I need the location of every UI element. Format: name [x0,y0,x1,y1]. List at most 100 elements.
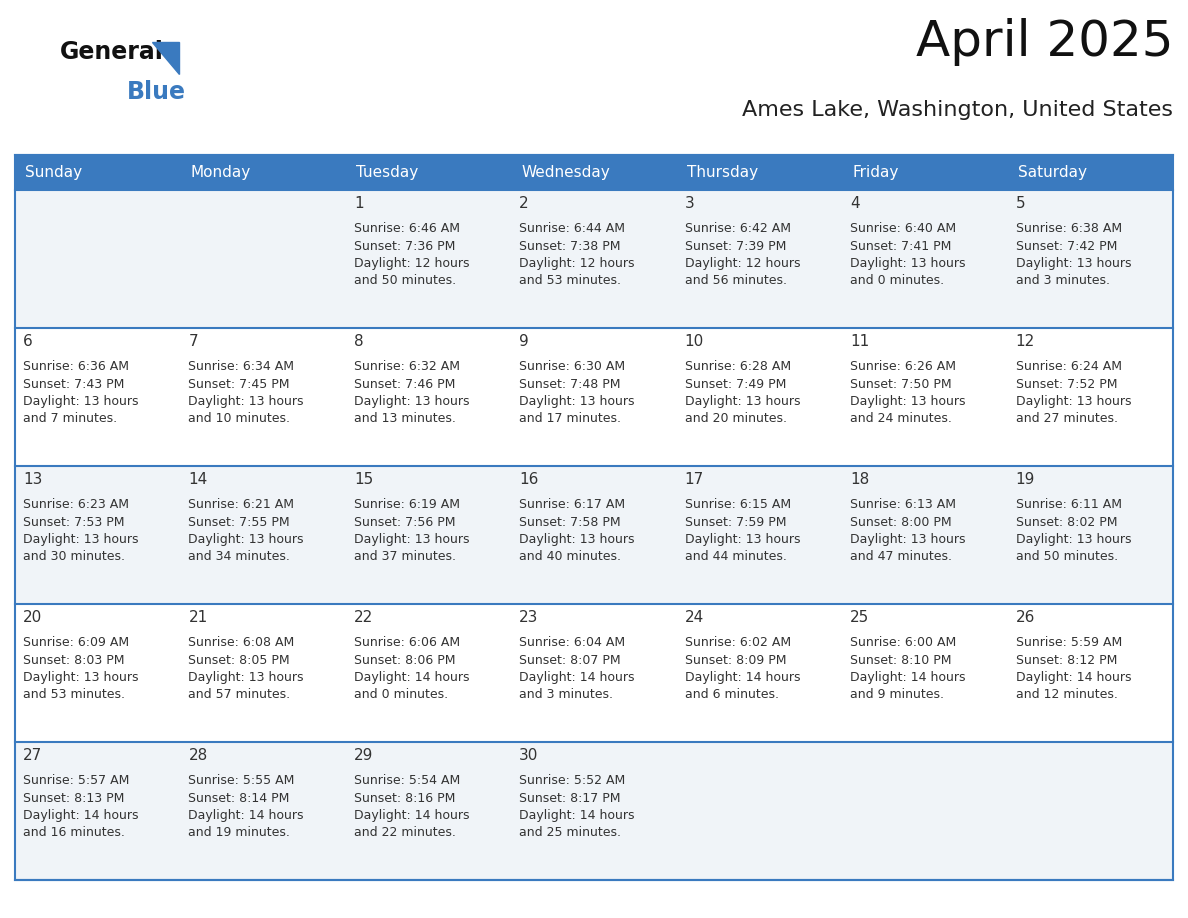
Text: 6: 6 [23,334,33,349]
Text: Sunset: 7:55 PM: Sunset: 7:55 PM [189,516,290,529]
Text: Sunrise: 6:02 AM: Sunrise: 6:02 AM [684,636,791,649]
Text: Daylight: 13 hours: Daylight: 13 hours [1016,533,1131,546]
Text: Daylight: 13 hours: Daylight: 13 hours [189,395,304,408]
Bar [677,742,842,880]
Bar [1007,742,1173,880]
Text: Daylight: 14 hours: Daylight: 14 hours [354,671,469,684]
Text: Sunrise: 6:13 AM: Sunrise: 6:13 AM [851,498,956,511]
Text: Sunrise: 6:23 AM: Sunrise: 6:23 AM [23,498,129,511]
Bar [346,466,511,604]
Text: Monday: Monday [190,165,251,180]
Text: Sunset: 7:43 PM: Sunset: 7:43 PM [23,377,125,390]
Text: and 50 minutes.: and 50 minutes. [354,274,456,287]
Text: Daylight: 13 hours: Daylight: 13 hours [684,533,801,546]
Text: Sunrise: 6:30 AM: Sunrise: 6:30 AM [519,360,625,373]
Bar [15,328,181,466]
Bar [1007,604,1173,742]
Bar [15,155,1173,190]
Text: 29: 29 [354,748,373,763]
Text: Sunrise: 6:21 AM: Sunrise: 6:21 AM [189,498,295,511]
Text: Sunrise: 5:57 AM: Sunrise: 5:57 AM [23,774,129,787]
Text: Sunset: 8:12 PM: Sunset: 8:12 PM [1016,654,1117,666]
Text: 17: 17 [684,472,704,487]
Text: Sunset: 8:16 PM: Sunset: 8:16 PM [354,791,455,804]
Text: Sunrise: 5:55 AM: Sunrise: 5:55 AM [189,774,295,787]
Text: and 3 minutes.: and 3 minutes. [519,688,613,701]
Text: 18: 18 [851,472,870,487]
Text: Daylight: 13 hours: Daylight: 13 hours [519,395,634,408]
Text: 10: 10 [684,334,704,349]
Text: Sunrise: 6:28 AM: Sunrise: 6:28 AM [684,360,791,373]
Text: Thursday: Thursday [687,165,758,180]
Text: Sunset: 7:50 PM: Sunset: 7:50 PM [851,377,952,390]
Text: Sunrise: 5:54 AM: Sunrise: 5:54 AM [354,774,460,787]
Bar [181,328,346,466]
Bar [15,466,181,604]
Text: and 27 minutes.: and 27 minutes. [1016,412,1118,426]
Text: Sunset: 8:00 PM: Sunset: 8:00 PM [851,516,952,529]
Bar [181,466,346,604]
Text: and 12 minutes.: and 12 minutes. [1016,688,1118,701]
Text: Sunrise: 6:24 AM: Sunrise: 6:24 AM [1016,360,1121,373]
Text: Daylight: 13 hours: Daylight: 13 hours [851,533,966,546]
Bar [346,328,511,466]
Text: Sunset: 8:17 PM: Sunset: 8:17 PM [519,791,621,804]
Text: Sunrise: 5:59 AM: Sunrise: 5:59 AM [1016,636,1121,649]
Text: and 53 minutes.: and 53 minutes. [23,688,125,701]
Text: Sunset: 8:14 PM: Sunset: 8:14 PM [189,791,290,804]
Bar [842,190,1007,328]
Text: General: General [61,40,164,64]
Bar [346,190,511,328]
Text: Daylight: 12 hours: Daylight: 12 hours [354,257,469,270]
Text: 24: 24 [684,610,704,625]
Text: and 44 minutes.: and 44 minutes. [684,551,786,564]
Text: Sunrise: 6:09 AM: Sunrise: 6:09 AM [23,636,129,649]
Text: Daylight: 14 hours: Daylight: 14 hours [519,809,634,822]
Text: Sunset: 7:45 PM: Sunset: 7:45 PM [189,377,290,390]
Text: Sunset: 8:09 PM: Sunset: 8:09 PM [684,654,786,666]
Bar [842,604,1007,742]
Text: Sunset: 8:03 PM: Sunset: 8:03 PM [23,654,125,666]
Text: Daylight: 13 hours: Daylight: 13 hours [1016,395,1131,408]
Text: and 24 minutes.: and 24 minutes. [851,412,952,426]
Text: and 20 minutes.: and 20 minutes. [684,412,786,426]
Bar [1007,466,1173,604]
Text: and 37 minutes.: and 37 minutes. [354,551,456,564]
Text: Sunset: 8:13 PM: Sunset: 8:13 PM [23,791,125,804]
Text: and 22 minutes.: and 22 minutes. [354,826,456,839]
Text: Sunset: 7:36 PM: Sunset: 7:36 PM [354,240,455,252]
Text: Ames Lake, Washington, United States: Ames Lake, Washington, United States [742,100,1173,120]
Text: and 47 minutes.: and 47 minutes. [851,551,952,564]
Text: 9: 9 [519,334,529,349]
Bar [15,190,181,328]
Text: and 25 minutes.: and 25 minutes. [519,826,621,839]
Text: Daylight: 13 hours: Daylight: 13 hours [189,671,304,684]
Text: 7: 7 [189,334,198,349]
Text: Daylight: 12 hours: Daylight: 12 hours [519,257,634,270]
Bar [15,604,181,742]
Text: Sunset: 8:05 PM: Sunset: 8:05 PM [189,654,290,666]
Bar [842,328,1007,466]
Text: Sunset: 7:46 PM: Sunset: 7:46 PM [354,377,455,390]
Text: Sunrise: 6:15 AM: Sunrise: 6:15 AM [684,498,791,511]
Text: Sunrise: 6:32 AM: Sunrise: 6:32 AM [354,360,460,373]
Text: Sunday: Sunday [25,165,82,180]
Text: Daylight: 12 hours: Daylight: 12 hours [684,257,801,270]
Text: Sunset: 7:42 PM: Sunset: 7:42 PM [1016,240,1117,252]
Bar [181,604,346,742]
Polygon shape [152,42,179,74]
Text: Daylight: 14 hours: Daylight: 14 hours [519,671,634,684]
Text: Blue: Blue [127,80,187,104]
Text: Sunrise: 6:34 AM: Sunrise: 6:34 AM [189,360,295,373]
Text: Sunset: 7:38 PM: Sunset: 7:38 PM [519,240,621,252]
Text: Daylight: 13 hours: Daylight: 13 hours [354,533,469,546]
Text: 15: 15 [354,472,373,487]
Text: Sunrise: 6:36 AM: Sunrise: 6:36 AM [23,360,129,373]
Text: 21: 21 [189,610,208,625]
Text: Daylight: 13 hours: Daylight: 13 hours [354,395,469,408]
Text: and 56 minutes.: and 56 minutes. [684,274,786,287]
Text: and 50 minutes.: and 50 minutes. [1016,551,1118,564]
Text: Sunset: 7:49 PM: Sunset: 7:49 PM [684,377,786,390]
Text: Sunrise: 6:08 AM: Sunrise: 6:08 AM [189,636,295,649]
Text: Sunrise: 6:42 AM: Sunrise: 6:42 AM [684,222,791,235]
